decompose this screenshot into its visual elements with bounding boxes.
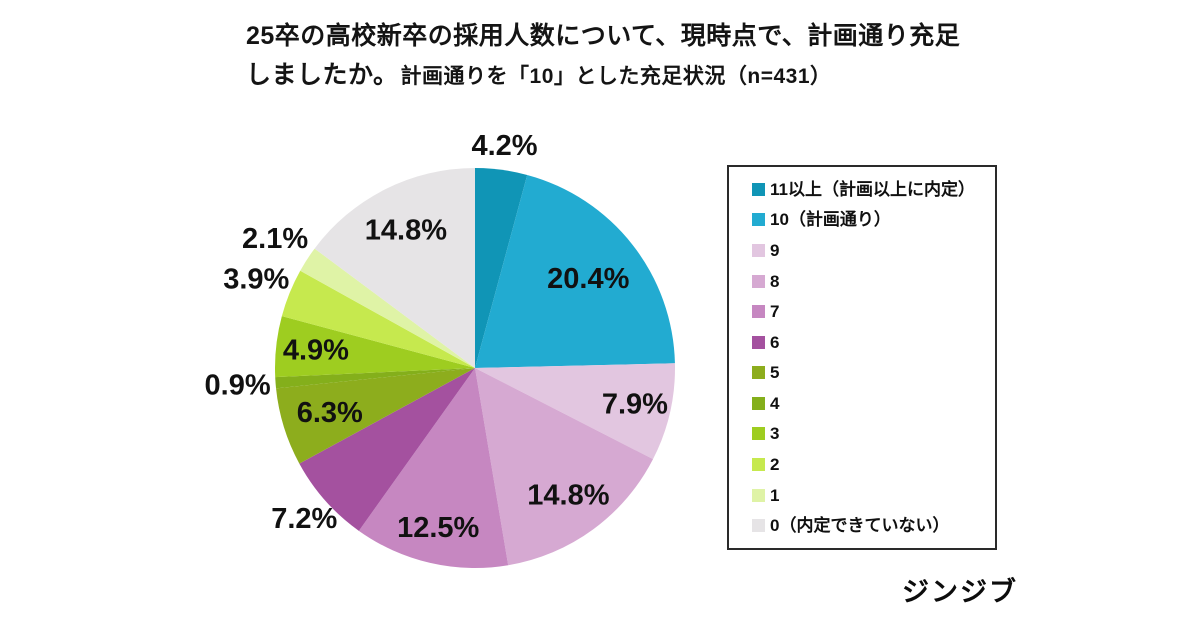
- pie-value-label-8: 4.9%: [283, 335, 349, 367]
- pie-value-label-9: 3.9%: [223, 263, 289, 295]
- chart-title-line2: しましたか。計画通りを「10」とした充足状況（n=431）: [246, 63, 960, 88]
- chart-title-line2-main: しましたか。: [246, 61, 399, 89]
- legend-item-7: 4: [752, 395, 991, 412]
- legend-item-11: 0（内定できていない）: [752, 517, 991, 534]
- pie-value-label-4: 12.5%: [397, 512, 479, 544]
- legend-item-6: 5: [752, 364, 991, 381]
- pie-slice-1: [475, 174, 675, 368]
- legend-item-3: 8: [752, 273, 991, 290]
- legend-label: 11以上（計画以上に内定）: [770, 179, 975, 199]
- legend: 11以上（計画以上に内定） 10（計画通り） 9 8 7 6 5 4 3 2 1 0（内定できていない…: [727, 165, 997, 550]
- legend-label: 10（計画通り）: [770, 210, 891, 230]
- pie-value-label-11: 14.8%: [365, 214, 447, 246]
- legend-swatch-icon: [752, 366, 765, 380]
- pie-slice-11: [314, 168, 475, 368]
- legend-label: 1: [770, 485, 780, 505]
- legend-swatch-icon: [752, 274, 765, 288]
- pie-slice-0: [475, 168, 528, 368]
- pie-slice-8: [275, 316, 475, 378]
- pie-value-label-1: 20.4%: [547, 263, 629, 295]
- legend-item-0: 11以上（計画以上に内定）: [752, 181, 991, 198]
- legend-swatch-icon: [752, 305, 765, 319]
- legend-label: 7: [770, 302, 780, 322]
- pie-slice-2: [475, 363, 675, 460]
- legend-label: 0（内定できていない）: [770, 516, 950, 536]
- chart-title: 25卒の高校新卒の採用人数について、現時点で、計画通り充足 しましたか。計画通り…: [246, 24, 960, 88]
- legend-label: 4: [770, 393, 780, 413]
- pie-slice-5: [299, 368, 475, 531]
- legend-swatch-icon: [752, 488, 765, 502]
- chart-title-line1: 25卒の高校新卒の採用人数について、現時点で、計画通り充足: [246, 22, 961, 50]
- legend-label: 5: [770, 363, 780, 383]
- pie-value-label-10: 2.1%: [242, 223, 308, 255]
- legend-label: 9: [770, 240, 780, 260]
- pie-value-label-0: 4.2%: [471, 130, 537, 162]
- legend-item-2: 9: [752, 242, 991, 259]
- legend-swatch-icon: [752, 213, 765, 227]
- legend-swatch-icon: [752, 457, 765, 471]
- pie-slice-10: [300, 248, 475, 368]
- legend-label: 3: [770, 424, 780, 444]
- pie-value-label-7: 0.9%: [205, 370, 271, 402]
- legend-label: 6: [770, 332, 780, 352]
- legend-item-9: 2: [752, 456, 991, 473]
- pie-slice-9: [281, 270, 475, 368]
- legend-swatch-icon: [752, 335, 765, 349]
- legend-swatch-icon: [752, 396, 765, 410]
- pie-value-label-2: 7.9%: [602, 389, 668, 421]
- pie-value-label-5: 7.2%: [271, 503, 337, 535]
- pie-slice-3: [475, 368, 654, 566]
- legend-item-1: 10（計画通り）: [752, 211, 991, 228]
- chart-title-line2-sub: 計画通りを「10」とした充足状況（n=431）: [400, 65, 832, 88]
- legend-label: 8: [770, 271, 780, 291]
- legend-swatch-icon: [752, 427, 765, 441]
- pie-slice-6: [276, 368, 475, 464]
- legend-swatch-icon: [752, 519, 765, 533]
- legend-swatch-icon: [752, 182, 765, 196]
- legend-item-4: 7: [752, 303, 991, 320]
- pie-slice-4: [358, 368, 509, 569]
- pie-slice-7: [275, 368, 475, 389]
- legend-label: 2: [770, 454, 780, 474]
- legend-swatch-icon: [752, 243, 765, 257]
- pie-value-label-3: 14.8%: [527, 480, 609, 512]
- pie-value-label-6: 6.3%: [297, 397, 363, 429]
- brand-logo: ジンジブ: [902, 577, 1018, 607]
- legend-item-5: 6: [752, 334, 991, 351]
- legend-item-8: 3: [752, 425, 991, 442]
- legend-item-10: 1: [752, 487, 991, 504]
